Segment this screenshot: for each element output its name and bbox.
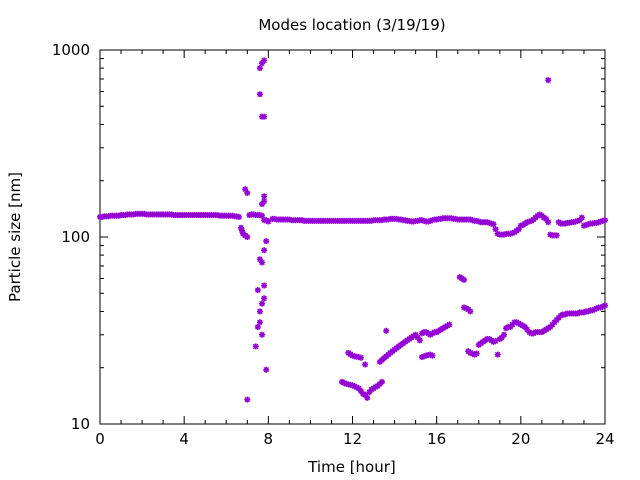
data-point (256, 308, 263, 315)
chart-title: Modes location (3/19/19) (258, 16, 445, 34)
data-point (244, 234, 251, 240)
x-axis: 0 4 8 12 16 20 24 (95, 50, 615, 448)
x-axis-label: Time [hour] (307, 458, 396, 476)
data-point (252, 343, 259, 350)
data-point (545, 219, 552, 226)
data-points (97, 57, 608, 403)
data-point (261, 295, 268, 302)
data-point (383, 327, 390, 334)
data-point (446, 321, 453, 328)
x-tick-label: 24 (595, 430, 614, 448)
data-point (494, 351, 501, 358)
data-point (259, 331, 266, 338)
x-tick-label: 12 (343, 430, 362, 448)
data-point (467, 308, 474, 315)
plot-frame (99, 49, 606, 425)
x-tick-label: 16 (427, 430, 446, 448)
x-tick-label: 20 (511, 430, 530, 448)
y-tick-label: 100 (61, 228, 90, 246)
data-point (461, 276, 468, 283)
data-point (578, 214, 585, 221)
y-axis-label: Particle size [nm] (6, 172, 24, 302)
data-point (256, 65, 263, 72)
data-point (263, 366, 270, 373)
data-point (545, 77, 552, 84)
data-point (261, 247, 268, 254)
data-point (259, 259, 266, 266)
data-point (259, 212, 266, 219)
data-point (501, 331, 507, 338)
data-point (256, 319, 263, 326)
y-axis: 10 100 1000 (52, 41, 605, 433)
y-tick-label: 1000 (52, 41, 90, 59)
data-point (261, 57, 268, 64)
data-point (261, 282, 268, 289)
data-point (378, 378, 385, 385)
data-point (235, 213, 242, 220)
data-point (261, 193, 268, 200)
data-point (261, 198, 268, 205)
data-point (492, 226, 499, 233)
data-point (553, 232, 560, 239)
data-point (416, 337, 423, 344)
data-point (244, 396, 251, 403)
data-point (263, 238, 270, 245)
data-point (265, 218, 272, 225)
data-point (254, 324, 261, 331)
data-point (254, 287, 261, 294)
data-point (429, 352, 436, 359)
x-tick-label: 0 (95, 430, 105, 448)
data-point (602, 217, 608, 224)
data-point (259, 300, 266, 307)
y-tick-label: 10 (71, 415, 90, 433)
data-point (602, 302, 608, 309)
data-point (261, 113, 268, 120)
x-tick-label: 4 (179, 430, 189, 448)
data-point (364, 394, 371, 401)
data-point (362, 361, 369, 368)
x-tick-label: 8 (264, 430, 274, 448)
data-point (490, 221, 497, 228)
data-point (256, 91, 263, 98)
data-point (244, 189, 251, 196)
data-point (473, 350, 480, 357)
data-point (357, 354, 364, 361)
